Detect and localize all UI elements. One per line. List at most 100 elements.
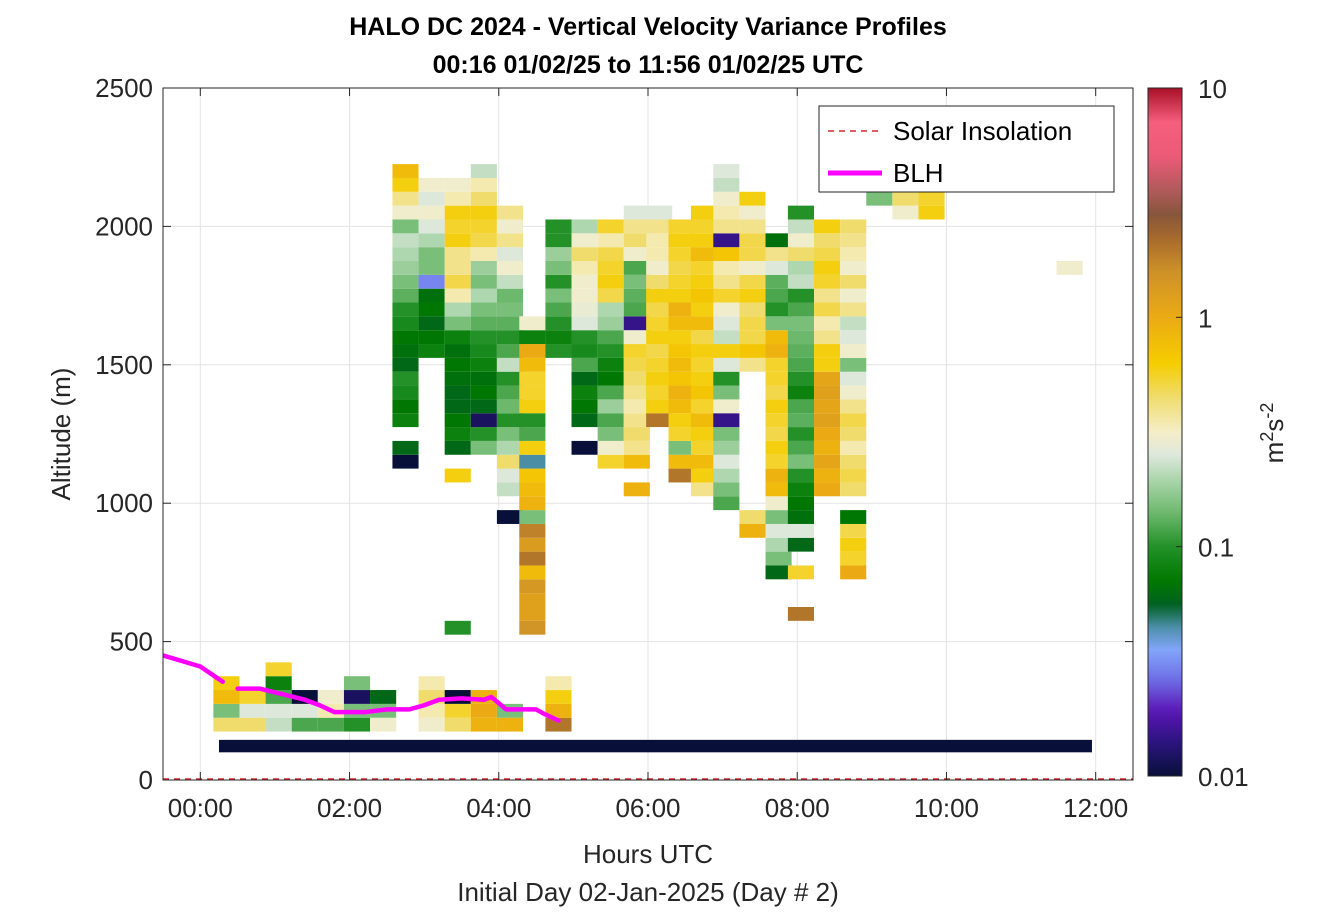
variance-cell (918, 191, 945, 206)
colorbar-tick-label: 1 (1198, 303, 1212, 333)
y-tick-label: 2500 (95, 73, 153, 103)
variance-cell (496, 468, 524, 483)
variance-cell (444, 385, 471, 400)
colorbar-label-base2: s (1259, 419, 1289, 432)
variance-cell (739, 316, 766, 331)
variance-cell (444, 357, 471, 372)
variance-cell (470, 302, 497, 317)
variance-cell (444, 717, 471, 732)
variance-cell (545, 676, 572, 691)
variance-cell (765, 274, 792, 289)
variance-cell (713, 261, 740, 275)
variance-cell (765, 385, 792, 400)
y-tick-label: 2000 (95, 211, 153, 241)
variance-cell (519, 357, 546, 372)
variance-cell (646, 233, 673, 248)
variance-cell (545, 703, 572, 718)
variance-cell (787, 523, 815, 538)
variance-cell (739, 233, 766, 248)
variance-cell (519, 482, 546, 497)
variance-cell (343, 690, 371, 704)
variance-cell (814, 454, 841, 469)
variance-cell (765, 565, 792, 580)
variance-cell (444, 177, 471, 192)
variance-cell (713, 274, 740, 289)
variance-cell (840, 233, 867, 248)
variance-cell (496, 205, 524, 220)
variance-cell (690, 468, 718, 483)
variance-cell (418, 344, 445, 358)
variance-cell (571, 233, 598, 248)
variance-cell (690, 371, 718, 386)
variance-cell (765, 468, 792, 483)
colorbar-label-sup1: 2 (1257, 432, 1277, 442)
y-tick-label: 1000 (95, 488, 153, 518)
variance-cell (787, 330, 815, 345)
variance-cell (496, 385, 524, 400)
variance-cell (418, 288, 445, 303)
variance-cell (571, 399, 598, 414)
variance-cell (787, 385, 815, 400)
variance-cell (690, 330, 718, 345)
variance-cell (496, 717, 524, 732)
variance-cell (787, 274, 815, 289)
variance-cell (265, 717, 292, 732)
variance-cell (840, 247, 867, 261)
variance-cell (470, 427, 497, 441)
variance-cell (392, 413, 419, 428)
variance-cell (787, 219, 815, 234)
legend-label-solar-insolation: Solar Insolation (893, 116, 1072, 146)
variance-cell (646, 219, 673, 234)
variance-cell (597, 385, 624, 400)
variance-cell (840, 302, 867, 317)
variance-cell (239, 717, 266, 732)
variance-cell (713, 357, 740, 372)
variance-cell (814, 482, 841, 497)
variance-cell (814, 261, 841, 275)
variance-cell (418, 316, 445, 331)
colorbar-label-base1: m (1259, 442, 1289, 464)
variance-cell (840, 344, 867, 358)
variance-cell (444, 371, 471, 386)
variance-cell (814, 302, 841, 317)
variance-cell (765, 302, 792, 317)
variance-cell (739, 191, 766, 206)
variance-cell (470, 261, 497, 275)
variance-cell (1056, 261, 1083, 275)
variance-cell (739, 330, 766, 345)
variance-cell (418, 302, 445, 317)
variance-cell (496, 440, 524, 455)
variance-cell (866, 191, 893, 206)
variance-cell (739, 247, 766, 261)
variance-cell (392, 316, 419, 331)
x-tick-label: 06:00 (615, 793, 680, 823)
variance-cell (418, 233, 445, 248)
blh-line (235, 686, 561, 723)
variance-cell (668, 468, 695, 483)
variance-cell (840, 440, 867, 455)
variance-cell (646, 399, 673, 414)
variance-cell (496, 357, 524, 372)
variance-cell (470, 316, 497, 331)
x-axis-label: Hours UTC (583, 839, 713, 869)
variance-cell (814, 413, 841, 428)
variance-cell (444, 468, 471, 483)
variance-cell (690, 454, 718, 469)
y-axis-ticks: 0 500 1000 1500 2000 2500 (95, 73, 1133, 795)
variance-cell (545, 316, 572, 331)
variance-cell (713, 427, 740, 441)
variance-cell (814, 344, 841, 358)
variance-cell (444, 288, 471, 303)
variance-cell (623, 427, 650, 441)
variance-cell (571, 413, 598, 428)
colorbar: 0.01 0.1 1 10 m2s-2 (1147, 74, 1289, 792)
variance-cell (418, 191, 445, 206)
variance-cell (623, 357, 650, 372)
variance-cell (623, 205, 650, 220)
variance-cell (470, 274, 497, 289)
variance-cell (690, 288, 718, 303)
variance-cell (713, 288, 740, 303)
variance-cell (470, 219, 497, 234)
variance-cell (840, 468, 867, 483)
variance-cell (840, 399, 867, 414)
